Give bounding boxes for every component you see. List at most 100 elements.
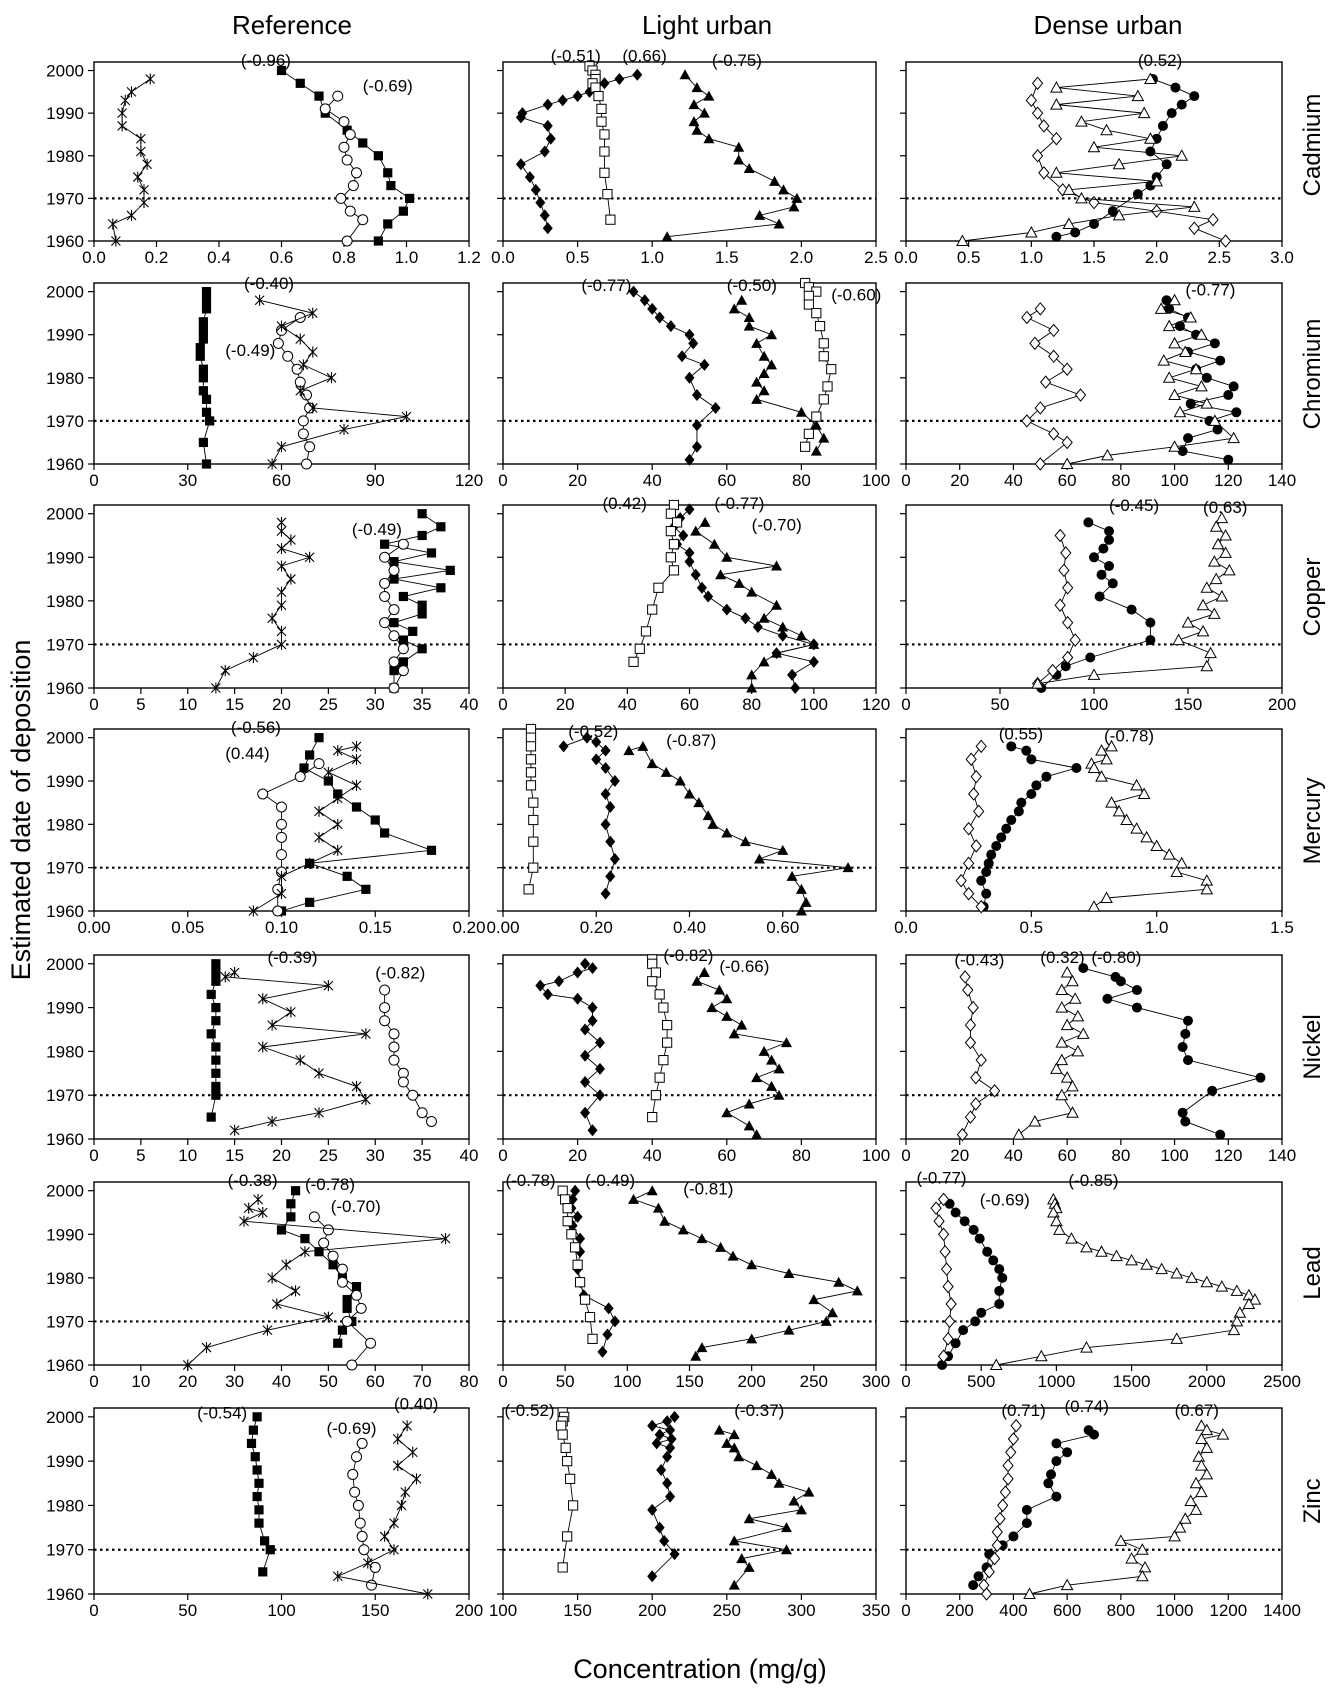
correlation-label: (-0.82) bbox=[663, 946, 713, 965]
data-point-diamond-open bbox=[1219, 234, 1232, 248]
data-point-circle-open bbox=[344, 128, 356, 140]
data-point-triangle-filled bbox=[758, 1045, 770, 1056]
correlation-label: (-0.87) bbox=[666, 731, 716, 750]
x-tick-label: 90 bbox=[366, 471, 385, 490]
panel-nickel-light-urban: 0 20 40 60 80 100 (-0.82) (-0.66) bbox=[497, 946, 890, 1165]
x-tick-label: 0.05 bbox=[171, 918, 204, 937]
data-point-triangle-filled bbox=[743, 163, 755, 174]
data-point-star bbox=[201, 1342, 212, 1354]
data-point-star bbox=[182, 1359, 193, 1371]
data-point-triangle-open bbox=[1055, 1036, 1069, 1048]
data-point-triangle-filled bbox=[721, 1437, 733, 1448]
data-point-triangle-filled bbox=[771, 599, 783, 610]
data-point-triangle-open bbox=[1071, 1009, 1085, 1022]
correlation-label: (-0.75) bbox=[712, 51, 762, 70]
panel-mercury-light-urban: 0.00 0.20 0.40 0.60 (-0.52) (-0.87) bbox=[486, 722, 877, 937]
x-tick-label: 15 bbox=[225, 695, 244, 714]
data-point-diamond-open bbox=[968, 787, 980, 801]
data-point-triangle-filled bbox=[703, 90, 715, 101]
x-tick-label: 1400 bbox=[1263, 1601, 1301, 1620]
data-point-diamond-open bbox=[942, 1279, 954, 1294]
data-point-diamond-open bbox=[1007, 1432, 1020, 1446]
series-star bbox=[182, 1193, 451, 1371]
x-tick-label: 1.0 bbox=[395, 248, 419, 267]
x-tick-label: 50 bbox=[319, 1372, 338, 1391]
data-point-circle-filled bbox=[1157, 120, 1168, 131]
data-point-diamond-filled bbox=[669, 1410, 680, 1423]
data-point-square-filled bbox=[201, 394, 212, 404]
correlation-label: (-0.49) bbox=[585, 1171, 635, 1190]
data-point-diamond-open bbox=[1088, 195, 1100, 210]
data-point-circle-filled bbox=[1177, 1107, 1188, 1118]
data-point-square-filled bbox=[389, 665, 399, 676]
data-point-diamond-open bbox=[988, 1551, 1001, 1566]
correlation-label: (0.32) bbox=[1040, 948, 1084, 967]
data-point-triangle-filled bbox=[808, 1294, 820, 1305]
data-point-triangle-open bbox=[1105, 739, 1118, 752]
x-tick-label: 200 bbox=[946, 1601, 974, 1620]
data-point-square-filled bbox=[211, 959, 221, 969]
data-point-square-open bbox=[654, 989, 665, 1000]
data-point-triangle-filled bbox=[786, 870, 798, 881]
correlation-label: (-0.70) bbox=[331, 1197, 381, 1216]
data-point-star bbox=[307, 307, 318, 319]
x-tick-label: 140 bbox=[1268, 1146, 1296, 1165]
column-title-dense-urban: Dense urban bbox=[1034, 10, 1183, 40]
data-point-star bbox=[392, 1433, 403, 1445]
data-point-square-open bbox=[557, 1185, 568, 1196]
data-point-triangle-open bbox=[1189, 1476, 1203, 1489]
data-point-square-filled bbox=[389, 618, 399, 628]
series-line-circle-open bbox=[352, 1443, 376, 1586]
data-point-circle-filled bbox=[1060, 661, 1071, 672]
data-point-square-open bbox=[811, 411, 822, 422]
data-point-circle-filled bbox=[959, 1216, 970, 1227]
data-point-diamond-filled bbox=[587, 962, 598, 975]
correlation-label: (0.44) bbox=[225, 744, 269, 763]
x-tick-label: 120 bbox=[455, 471, 483, 490]
data-point-star bbox=[281, 1259, 292, 1271]
data-point-circle-filled bbox=[974, 1233, 985, 1244]
data-point-square-filled bbox=[254, 1478, 264, 1488]
data-point-triangle-open bbox=[1125, 1253, 1138, 1266]
data-point-square-filled bbox=[198, 386, 208, 396]
data-point-triangle-open bbox=[1170, 1266, 1184, 1279]
data-point-circle-filled bbox=[1008, 1531, 1019, 1542]
y-tick-label: 1970 bbox=[46, 1086, 84, 1105]
x-tick-label: 100 bbox=[800, 695, 828, 714]
row-title-mercury: Mercury bbox=[1299, 778, 1326, 865]
data-point-diamond-filled bbox=[572, 992, 583, 1005]
series-star bbox=[254, 294, 412, 470]
data-point-circle-open bbox=[327, 1250, 339, 1262]
data-point-square-open bbox=[523, 884, 534, 895]
data-point-circle-open bbox=[291, 363, 303, 375]
data-point-circle-filled bbox=[1215, 1129, 1226, 1140]
series-diamond-filled bbox=[558, 731, 620, 900]
x-tick-label: 10 bbox=[131, 1372, 150, 1391]
data-point-triangle-filled bbox=[773, 1477, 785, 1488]
data-point-star bbox=[267, 1115, 278, 1127]
x-tick-label: 0 bbox=[901, 471, 910, 490]
series-line-circle-filled bbox=[1083, 967, 1261, 1136]
data-point-circle-filled bbox=[994, 1285, 1005, 1296]
panel-lead-reference: 0 10 20 30 40 50 60 70 80 1960 1970 1980 1990 2000 (-0… bbox=[46, 1171, 478, 1391]
data-point-circle-open bbox=[397, 665, 409, 677]
data-point-diamond-filled bbox=[677, 350, 688, 363]
data-point-triangle-open bbox=[1066, 1106, 1079, 1118]
data-point-diamond-filled bbox=[678, 529, 689, 542]
data-point-triangle-open bbox=[1095, 770, 1108, 782]
x-tick-label: 100 bbox=[862, 1146, 890, 1165]
data-point-diamond-open bbox=[1069, 633, 1081, 647]
y-tick-label: 2000 bbox=[46, 729, 84, 748]
data-point-circle-filled bbox=[1131, 1002, 1142, 1013]
data-point-square-filled bbox=[286, 1199, 296, 1209]
data-point-circle-open bbox=[257, 788, 269, 800]
data-point-star bbox=[332, 792, 343, 804]
data-point-triangle-filled bbox=[623, 745, 635, 756]
x-tick-label: 1500 bbox=[1113, 1372, 1151, 1391]
data-point-circle-open bbox=[346, 1359, 358, 1371]
data-point-diamond-filled bbox=[669, 1548, 680, 1561]
data-point-circle-open bbox=[416, 1107, 428, 1119]
data-point-triangle-open bbox=[1120, 813, 1133, 825]
data-point-star bbox=[323, 1311, 334, 1323]
x-tick-label: 300 bbox=[862, 1372, 890, 1391]
